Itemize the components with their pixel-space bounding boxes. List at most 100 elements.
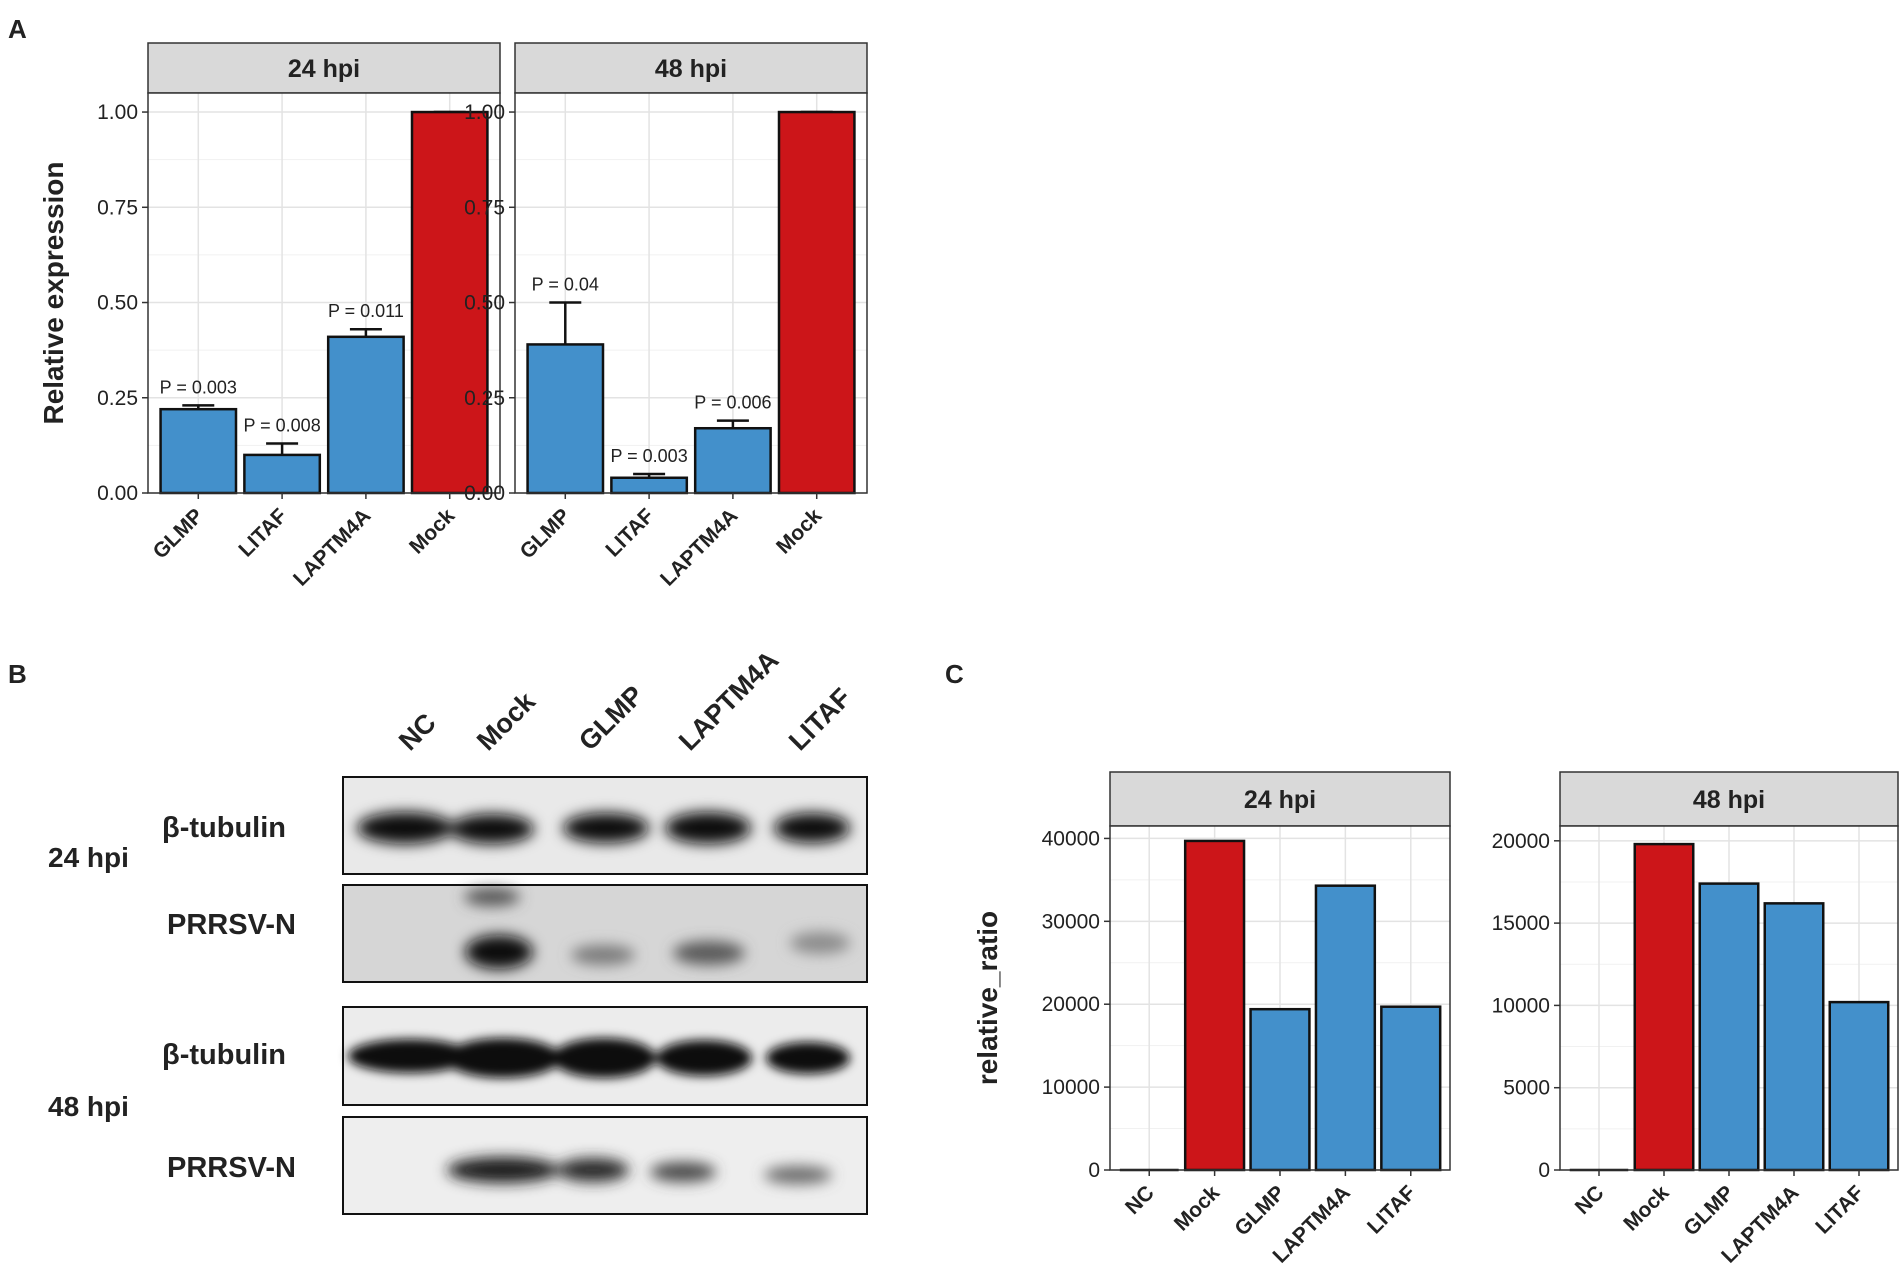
- x-tick-label-litaf: LITAF: [601, 504, 658, 561]
- band-prrsvn-24-laptm4a: [673, 941, 745, 965]
- band-tubulin-48-nc: [348, 1039, 472, 1073]
- band-prrsvn-24-mock-upper: [464, 888, 520, 906]
- x-tick-label-glmp: GLMP: [1679, 1181, 1738, 1240]
- y-tick-label: 15000: [1492, 912, 1550, 935]
- y-tick-label: 0.50: [97, 292, 138, 315]
- panel-letter-c: C: [945, 659, 964, 689]
- y-tick-label: 0.00: [464, 482, 505, 505]
- y-tick-label: 0: [1088, 1159, 1100, 1182]
- chart-a-relative-expression: 24 hpi P = 0.003 GLMP P = 0.008 LITAF P = 0.0…: [38, 42, 868, 591]
- band-prrsvn-48-glmp: [557, 1158, 629, 1182]
- blot-timepoint-48hpi: 48 hpi: [48, 1091, 129, 1122]
- x-tick-label-laptm4a: LAPTM4A: [656, 504, 742, 590]
- y-axis-label: relative_ratio: [972, 911, 1003, 1085]
- y-tick-label: 20000: [1492, 830, 1550, 853]
- facet-strip-label: 48 hpi: [1693, 786, 1765, 814]
- y-tick-label: 10000: [1492, 994, 1550, 1017]
- blot-row-label-tubulin-48: β-tubulin: [162, 1039, 286, 1071]
- band-prrsvn-48-laptm4a: [650, 1162, 716, 1182]
- y-tick-label: 0.75: [97, 196, 138, 219]
- p-value-label-litaf: P = 0.008: [243, 415, 320, 435]
- band-tubulin-24-nc: [357, 812, 453, 844]
- y-tick-label: 0.00: [97, 482, 138, 505]
- panel-letter-a: A: [8, 14, 27, 44]
- facet-strip: [1109, 771, 1451, 827]
- y-tick-label: 0.25: [97, 387, 138, 410]
- facet-strip: [1559, 771, 1899, 827]
- facet-48-hpi: 48 hpi P = 0.04 GLMP P = 0.003 LITAF P = 0.00…: [464, 42, 868, 591]
- x-tick-label-laptm4a: LAPTM4A: [289, 504, 375, 590]
- band-prrsvn-48-mock: [447, 1157, 559, 1183]
- p-value-label-litaf: P = 0.003: [610, 446, 687, 466]
- band-tubulin-48-glmp: [552, 1038, 656, 1078]
- x-tick-label-litaf: LITAF: [234, 504, 291, 561]
- blot-lane-label-mock: Mock: [471, 686, 542, 757]
- bar-mock: [777, 110, 856, 495]
- band-tubulin-48-mock: [445, 1038, 561, 1078]
- blot-row-label-prrsvn-48: PRRSV-N: [167, 1152, 296, 1184]
- bar-laptm4a: [326, 335, 405, 495]
- p-value-label-laptm4a: P = 0.006: [694, 393, 771, 413]
- y-tick-label: 1.00: [464, 101, 505, 124]
- bar-glmp: [1249, 1007, 1311, 1172]
- y-tick-label: 1.00: [97, 101, 138, 124]
- blot-lane-label-litaf: LITAF: [783, 682, 857, 756]
- blot-lane-label-nc: NC: [393, 707, 442, 756]
- p-value-label-laptm4a: P = 0.011: [328, 301, 404, 321]
- x-tick-label-mock: Mock: [772, 504, 826, 558]
- blot-strip-prrsvn-48hpi: [342, 1116, 868, 1215]
- x-tick-label-glmp: GLMP: [516, 504, 575, 563]
- band-tubulin-48-laptm4a: [656, 1040, 752, 1076]
- panel-letter-b: B: [8, 659, 27, 689]
- bar-mock: [410, 110, 489, 495]
- y-tick-label: 0.50: [464, 292, 505, 315]
- bar-mock: [1633, 842, 1695, 1172]
- x-tick-label-mock: Mock: [1170, 1181, 1224, 1235]
- plot-panel-border: [514, 92, 868, 494]
- y-tick-label: 0.25: [464, 387, 505, 410]
- bar-glmp: [1698, 882, 1760, 1172]
- blot-strip-tubulin-48hpi: [342, 1006, 868, 1106]
- band-prrsvn-24-litaf: [790, 932, 850, 954]
- x-tick-label-nc: NC: [1571, 1181, 1609, 1219]
- band-tubulin-48-litaf: [766, 1042, 850, 1074]
- bar-litaf: [610, 476, 689, 495]
- x-tick-label-glmp: GLMP: [149, 504, 208, 563]
- facet-strip-label: 48 hpi: [655, 55, 727, 83]
- bar-litaf: [1380, 1005, 1442, 1172]
- x-tick-label-nc: NC: [1121, 1181, 1159, 1219]
- band-tubulin-24-litaf: [774, 813, 850, 843]
- band-tubulin-24-laptm4a: [665, 812, 751, 844]
- bar-litaf: [1828, 1000, 1890, 1172]
- blot-strip-prrsvn-24hpi: [342, 884, 868, 983]
- x-tick-label-mock: Mock: [1619, 1181, 1673, 1235]
- blot-row-label-tubulin-24: β-tubulin: [162, 812, 286, 844]
- bar-glmp: [159, 407, 238, 495]
- bar-laptm4a: [1763, 902, 1825, 1172]
- y-tick-label: 0.75: [464, 196, 505, 219]
- y-axis-label: Relative expression: [38, 161, 69, 424]
- plot-panel-border: [1559, 825, 1899, 1171]
- bar-mock: [1183, 839, 1246, 1172]
- p-value-label-glmp: P = 0.04: [532, 275, 599, 295]
- facet-24-hpi: 24 hpi P = 0.003 GLMP P = 0.008 LITAF P = 0.0…: [97, 42, 501, 591]
- plot-panel-border: [1109, 825, 1451, 1171]
- y-tick-label: 20000: [1042, 993, 1100, 1016]
- x-tick-label-litaf: LITAF: [1811, 1181, 1868, 1238]
- x-tick-label-litaf: LITAF: [1363, 1181, 1420, 1238]
- blot-lane-labels: NC Mock GLMP LAPTM4A LITAF: [393, 645, 857, 756]
- plot-panel-border: [147, 92, 501, 494]
- blot-timepoint-24hpi: 24 hpi: [48, 842, 129, 873]
- facet-strip: [147, 42, 501, 94]
- band-tubulin-24-mock: [450, 814, 534, 844]
- blot-strip-tubulin-24hpi: [342, 776, 868, 875]
- bar-litaf: [243, 453, 322, 495]
- bar-laptm4a: [1314, 884, 1377, 1172]
- band-prrsvn-24-mock: [465, 935, 533, 969]
- facet-strip-label: 24 hpi: [1244, 786, 1316, 814]
- facet-strip: [514, 42, 868, 94]
